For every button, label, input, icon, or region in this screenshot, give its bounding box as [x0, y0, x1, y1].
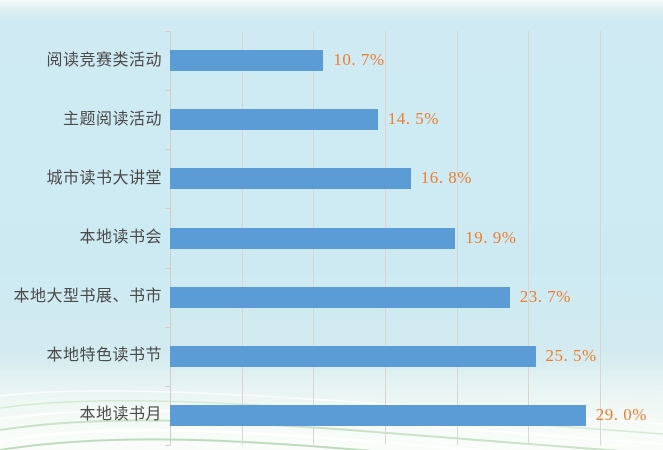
value-label: 16. 8% — [420, 168, 472, 188]
category-axis-tick — [165, 327, 170, 328]
bar — [170, 50, 324, 72]
value-label: 29. 0% — [595, 404, 647, 424]
value-label: 10. 7% — [333, 50, 385, 70]
category-label: 本地读书月 — [79, 406, 162, 424]
category-label: 本地大型书展、书市 — [13, 288, 162, 306]
category-label: 城市读书大讲堂 — [46, 169, 162, 187]
bar — [170, 286, 510, 308]
gridline — [528, 31, 530, 445]
category-axis-tick — [165, 149, 170, 150]
category-label: 阅读竞赛类活动 — [46, 51, 162, 69]
gridline — [600, 31, 601, 445]
value-label: 14. 5% — [387, 109, 439, 129]
category-axis-tick — [165, 268, 170, 269]
category-label: 本地特色读书节 — [46, 347, 162, 365]
category-axis-tick — [165, 208, 170, 209]
category-label: 本地读书会 — [79, 229, 162, 246]
bar — [170, 227, 456, 249]
bar — [170, 404, 586, 426]
category-axis-tick — [165, 445, 170, 446]
value-label: 23. 7% — [519, 286, 571, 306]
bar — [170, 345, 536, 367]
gridline — [456, 31, 458, 445]
bar — [170, 168, 411, 190]
category-axis-tick — [165, 90, 170, 91]
category-axis-tick — [165, 31, 170, 32]
value-label: 25. 5% — [545, 345, 597, 365]
value-label: 19. 9% — [465, 227, 517, 247]
category-axis-tick — [165, 386, 170, 387]
category-label: 主题阅读活动 — [62, 110, 162, 128]
bar — [170, 109, 378, 131]
